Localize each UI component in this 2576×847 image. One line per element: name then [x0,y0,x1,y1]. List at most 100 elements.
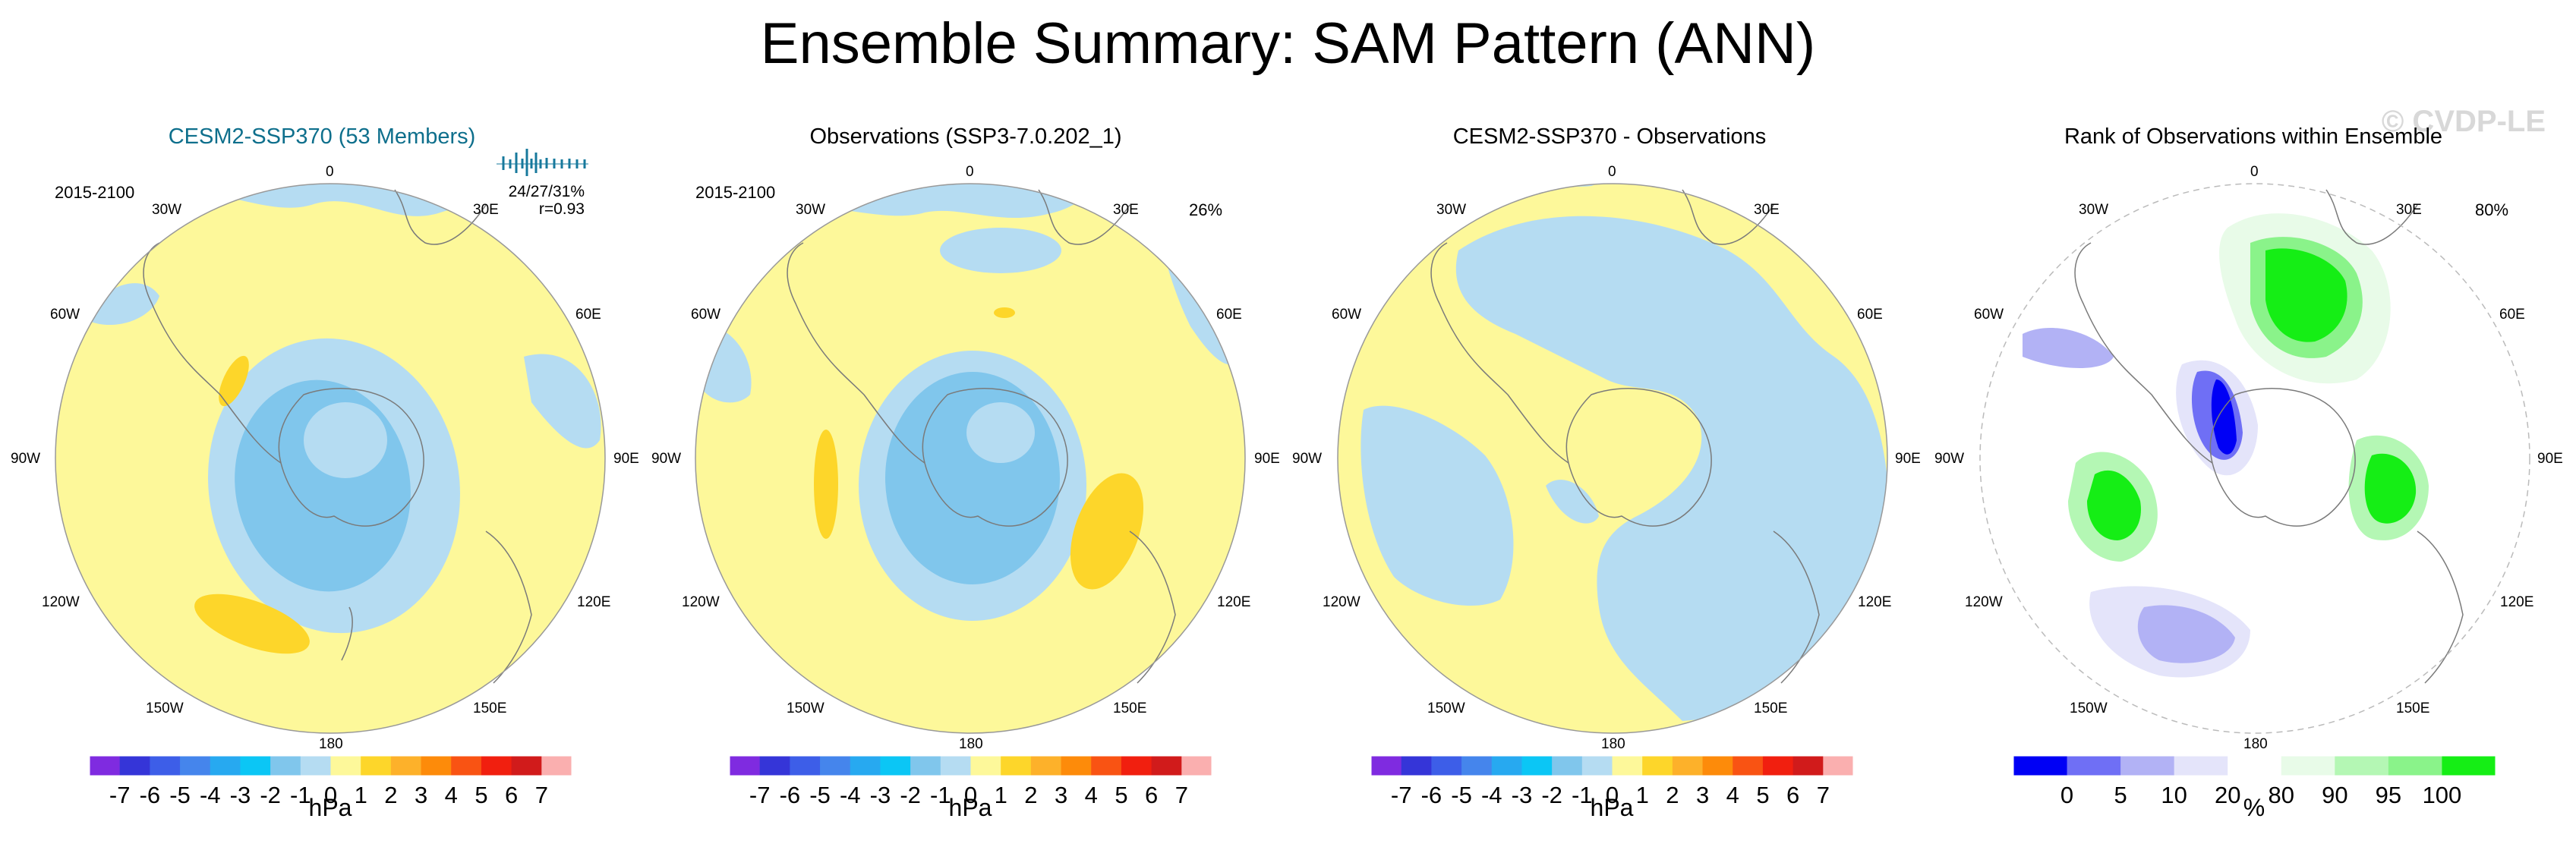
colorbar-swatch [1702,756,1733,776]
colorbar-tick-label: 10 [2161,782,2187,808]
sam-map-observations [695,183,1246,734]
colorbar-swatch [1431,756,1462,776]
colorbar-tick-label: 1 [995,782,1007,808]
pattern-correlation: r=0.93 [538,200,585,218]
colorbar-swatch [1151,756,1182,776]
colorbar-swatch [820,756,851,776]
lon-label: 150W [2070,701,2108,716]
colorbar-rank: 0 5 10 20 80 90 95 100 [2013,755,2496,808]
lon-label: 60E [575,307,601,323]
colorbar-units: % [2243,794,2265,821]
colorbar-tick-label: 0 [1606,782,1619,808]
lon-label: 150E [1113,701,1147,716]
colorbar-tick-label: 1 [355,782,367,808]
map-border [55,183,606,734]
colorbar-swatch [240,756,271,776]
colorbar-tick-label: -1 [290,782,311,808]
rank-high-core [2087,470,2141,540]
coastlines [787,189,1176,684]
colorbar-units: hPa [1590,794,1634,821]
colorbar-swatch [150,756,181,776]
colorbar-tick-label: -5 [1451,782,1472,808]
panel-title: Rank of Observations within Ensemble [2064,124,2443,149]
colorbar-swatch [1461,756,1493,776]
lon-label: 90E [2537,451,2563,467]
colorbar-border [1370,755,1854,776]
coastlines [1430,189,1820,684]
colorbar-tick-label: 20 [2215,782,2240,808]
lon-label: 120E [577,594,611,610]
colorbar-swatch [1581,756,1613,776]
panel-title: CESM2-SSP370 (53 Members) [168,124,476,149]
negative-anomaly-east [524,354,601,449]
colorbar-border [89,755,572,776]
rank-map [1979,183,2530,734]
colorbar-tick-label: 4 [1085,782,1098,808]
colorbar-swatch [541,756,572,776]
lon-label: 120W [1965,594,2003,610]
lon-label: 30E [1754,202,1780,218]
period-label: 2015-2100 [695,183,776,202]
colorbar-tick-label: -7 [109,782,131,808]
lon-label: 150W [1427,701,1465,716]
colorbar-swatch [2228,756,2282,776]
colorbar-tick-label: 7 [535,782,548,808]
sam-map-difference [1337,183,1888,734]
colorbar-tick-label: 3 [1696,782,1709,808]
colorbar-swatch [1491,756,1522,776]
colorbar-swatch [451,756,482,776]
rank-high-core [2265,248,2347,342]
panel-rank: Rank of Observations within Ensemble 80% [1931,0,2575,847]
colorbar-swatch [1521,756,1553,776]
colorbar-swatch [511,756,542,776]
colorbar-swatch [1371,756,1402,776]
negative-anomaly-pole [966,402,1035,463]
lon-label: 30W [152,202,182,218]
colorbar-swatch [361,756,392,776]
main-title: Ensemble Summary: SAM Pattern (ANN) [760,11,1816,76]
colorbar-swatch [330,756,361,776]
colorbar-tick-label: -6 [140,782,161,808]
panel-observations: Observations (SSP3-7.0.202_1) 2015-2100 … [644,0,1288,847]
ensemble-stats: 24/27/31% [508,183,585,200]
lon-label: 90E [1895,451,1921,467]
rank-low-core [2211,379,2237,455]
lon-label: 120W [1323,594,1361,610]
colorbar-swatch [850,756,881,776]
lon-label: 30W [796,202,826,218]
colorbar-tick-label: -7 [1391,782,1412,808]
colorbar-swatch [880,756,911,776]
colorbar-hpa: -7 -6 -5 -4 -3 -2 -1 0 1 2 3 4 5 6 7 [1370,755,1854,808]
map-border [695,183,1246,734]
colorbar-swatch [1401,756,1432,776]
colorbar-swatch [790,756,821,776]
map-border [1979,183,2530,734]
percent-label: 26% [1189,200,1223,219]
colorbar-tick-label: -3 [870,782,891,808]
lon-label: 90W [1934,451,1965,467]
lon-label: 90W [11,451,41,467]
colorbar-units: hPa [948,794,992,821]
lon-label: 120E [1217,594,1251,610]
colorbar-swatch [481,756,512,776]
colorbar-swatch [1792,756,1824,776]
colorbar-swatch [970,756,1001,776]
colorbar-swatch [119,756,150,776]
colorbar-swatch [940,756,971,776]
lon-label: 120W [682,594,720,610]
colorbar-swatch [730,756,761,776]
percent-label: 80% [2475,200,2509,219]
negative-anomaly-pole [304,402,387,478]
lon-label: 30E [2396,202,2422,218]
colorbar-swatch [1642,756,1673,776]
lon-label: 60E [1216,307,1242,323]
positive-anomaly-orange [194,594,310,654]
negative-anomaly-west [1361,405,1514,606]
lon-label: 180 [959,736,983,752]
colorbar-swatch [2442,756,2496,776]
lon-label: 120E [2500,594,2534,610]
colorbar-swatch [1672,756,1704,776]
colorbar-tick-label: -2 [260,782,281,808]
colorbar-swatch [421,756,452,776]
colorbar-tick-label: 0 [324,782,337,808]
